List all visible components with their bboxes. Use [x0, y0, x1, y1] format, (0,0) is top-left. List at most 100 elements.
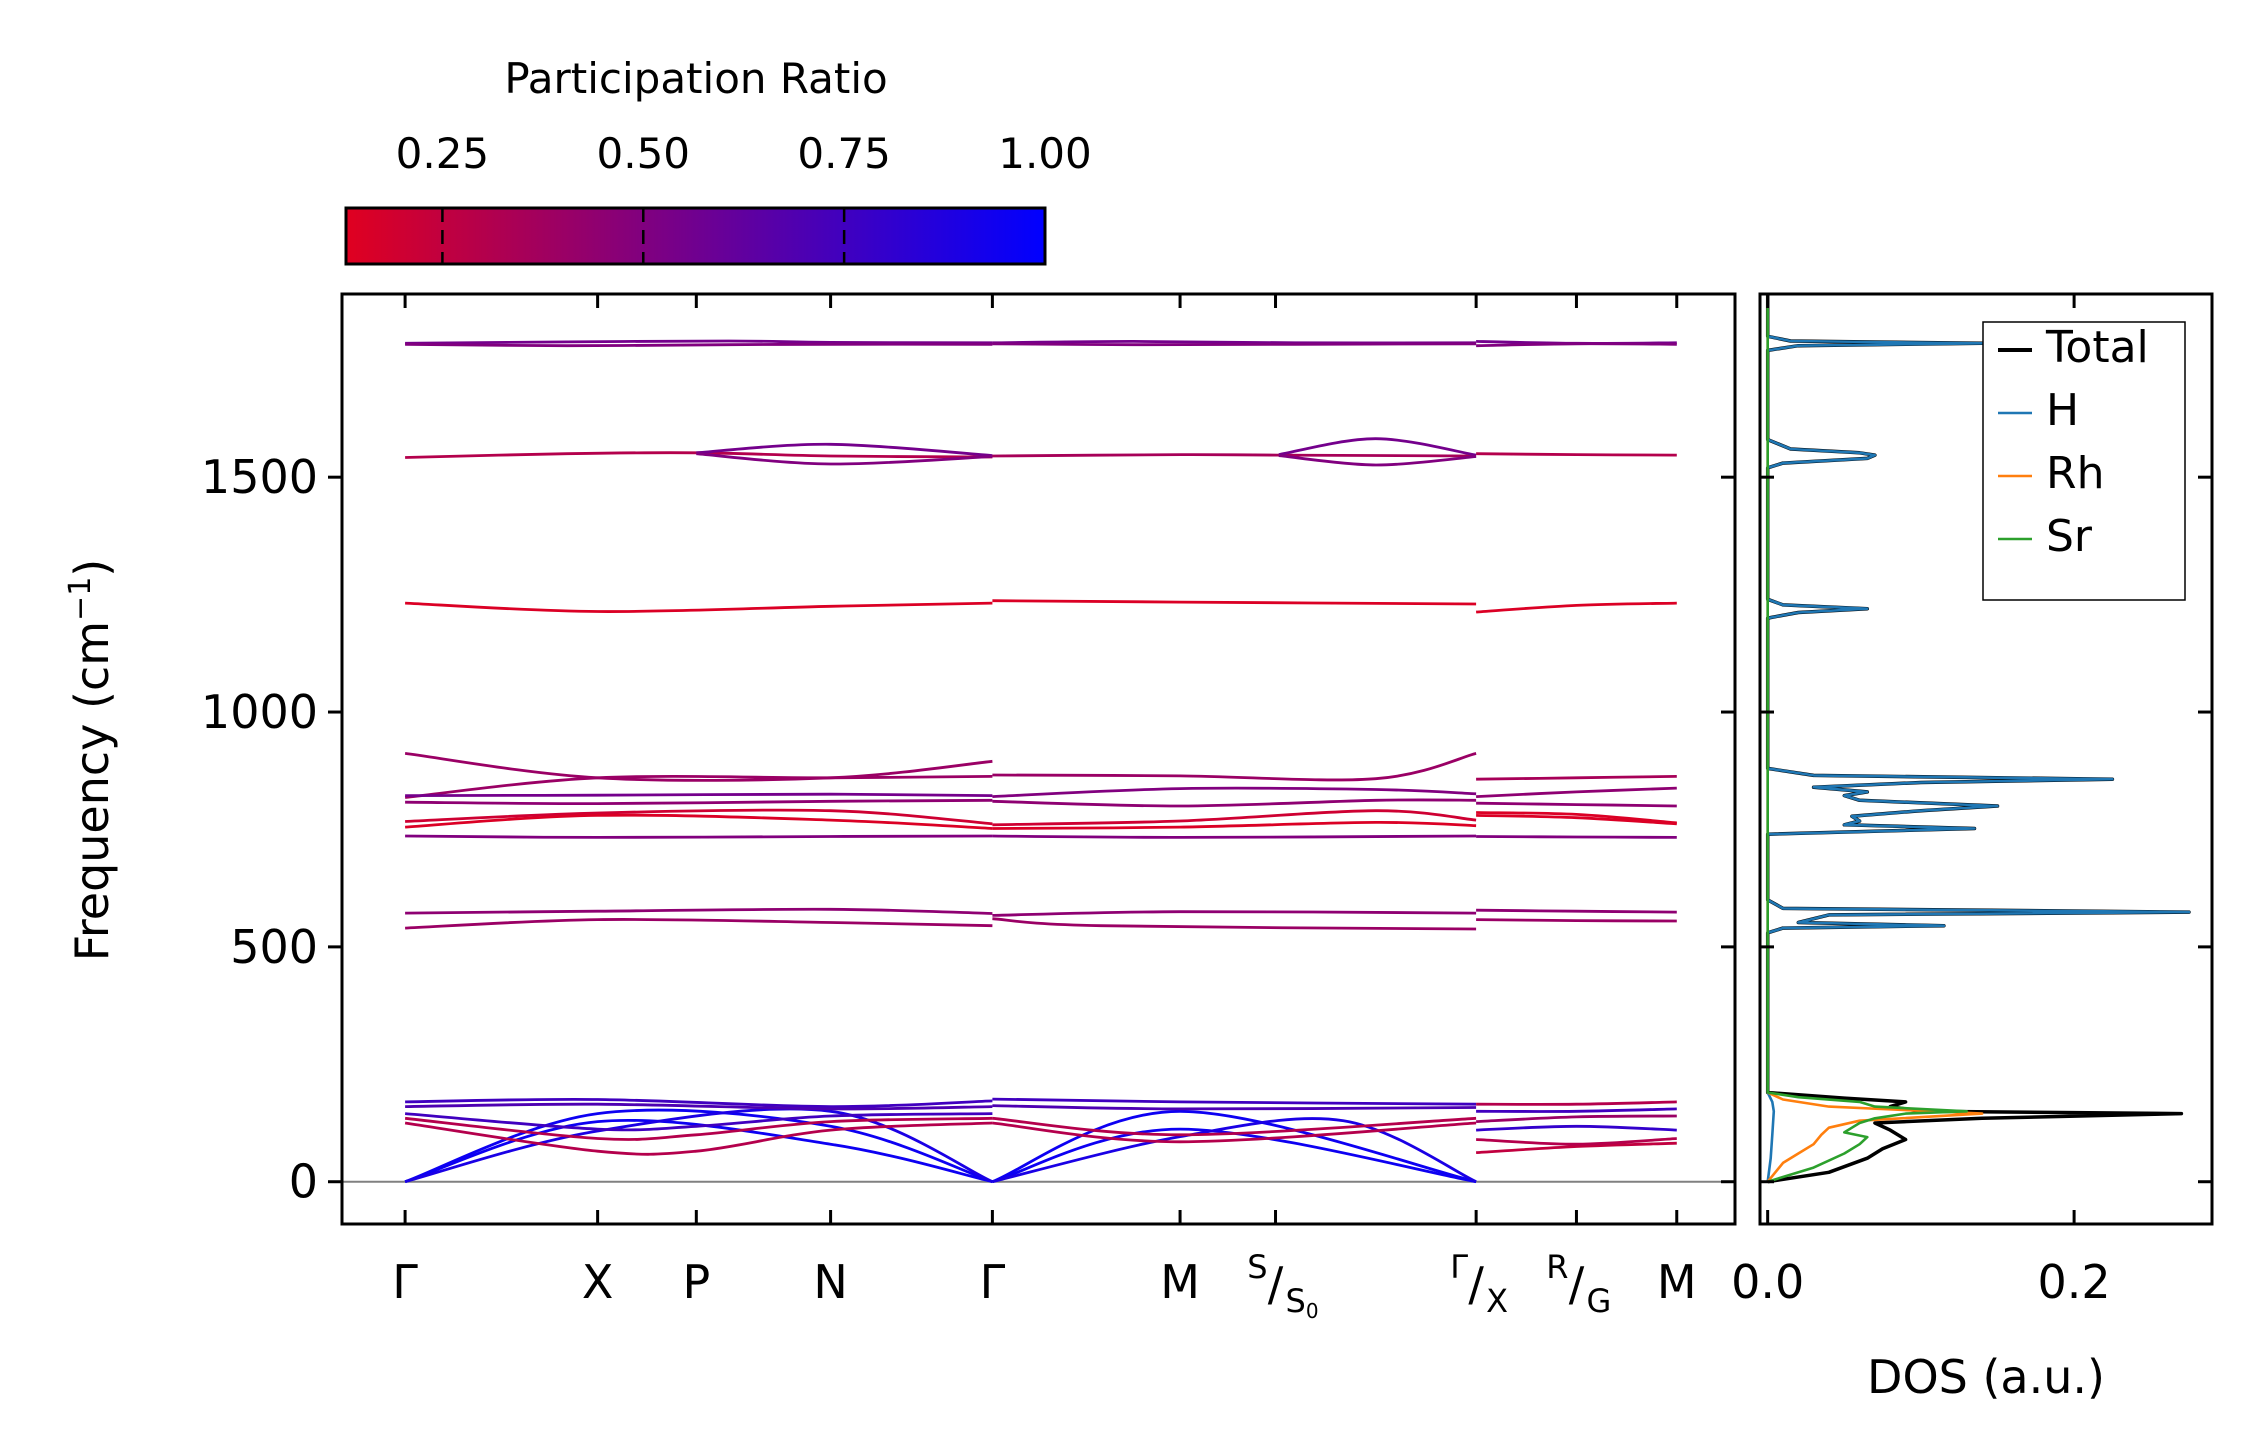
band-line-24: [992, 786, 1477, 798]
band-line-44: [404, 1121, 993, 1156]
dos-panel: 0.0 0.2 DOS (a.u.) Total H Rh Sr: [1731, 292, 2214, 1404]
band-line-25: [992, 798, 1477, 808]
band-line-20: [405, 808, 993, 826]
band-line-58: [1476, 1124, 1677, 1132]
band-line-10: [1278, 437, 1477, 457]
kpoint-label-7-slash: /: [1468, 1257, 1484, 1311]
frequency-axis-label: Frequency (cm−1): [63, 559, 119, 962]
kpoint-label-6: S / S0: [1247, 1248, 1318, 1323]
kpoint-label-9: M: [1657, 1255, 1697, 1309]
ylabel-close: ): [65, 559, 119, 577]
dos-axis: 0.0 0.2: [1731, 294, 2212, 1309]
band-line-33: [1476, 814, 1677, 826]
dos-line-rh: [1766, 294, 1984, 1183]
dos-line-sr: [1766, 294, 1969, 1183]
band-line-16: [404, 752, 993, 782]
band-line-5: [1476, 342, 1677, 348]
band-line-57: [1476, 1137, 1677, 1146]
kpoint-label-1: X: [582, 1255, 614, 1309]
band-line-7: [696, 442, 993, 457]
dos-xtick-label-0: 0.0: [1731, 1255, 1804, 1309]
band-line-51: [992, 1117, 1477, 1184]
kpoint-label-6-slash: /: [1268, 1257, 1284, 1311]
band-line-43: [404, 1107, 993, 1184]
band-line-19: [405, 798, 993, 806]
band-line-28: [992, 834, 1477, 839]
kpath-axis: Γ X P N Γ M S / S0Γ / XR / G M: [392, 294, 1697, 1323]
legend-label-h: H: [2046, 385, 2079, 436]
colorbar-tick-label-3: 1.00: [998, 129, 1092, 178]
colorbar-tick-label-1: 0.50: [597, 129, 691, 178]
band-line-27: [992, 820, 1477, 830]
band-line-60: [1476, 1107, 1677, 1113]
ytick-label-0: 0: [289, 1155, 318, 1209]
kpoint-label-7-lower: X: [1486, 1282, 1508, 1320]
band-line-17: [404, 774, 993, 799]
phonon-bands: [404, 339, 1677, 1184]
ytick-label-1500: 1500: [201, 450, 318, 504]
band-line-29: [1476, 775, 1677, 781]
legend: Total H Rh Sr: [1982, 321, 2186, 601]
band-line-55: [992, 1104, 1477, 1111]
ytick-label-500: 500: [230, 920, 318, 974]
legend-frame: [1982, 321, 2186, 601]
band-line-26: [992, 809, 1477, 827]
kpoint-label-4: Γ: [980, 1255, 1006, 1309]
kpoint-label-6-upper: S: [1247, 1248, 1267, 1286]
band-line-47: [405, 1097, 993, 1109]
band-line-54: [992, 1097, 1477, 1106]
kpoint-label-6-lower: S0: [1286, 1282, 1319, 1323]
band-plot-frame: [340, 292, 1737, 1226]
dos-xtick-label-1: 0.2: [2038, 1255, 2111, 1309]
band-line-45: [404, 1116, 993, 1141]
band-line-3: [992, 342, 1477, 347]
colorbar-gradient: [344, 206, 1047, 266]
band-line-34: [1476, 835, 1677, 839]
band-line-35: [405, 907, 993, 915]
band-line-46: [404, 1112, 993, 1132]
band-line-11: [1278, 454, 1477, 467]
band-line-14: [992, 599, 1477, 606]
kpoint-label-6-index: 0: [1306, 1299, 1319, 1323]
band-line-37: [992, 910, 1477, 917]
band-line-36: [405, 918, 993, 930]
band-line-12: [1476, 452, 1677, 457]
band-line-30: [1476, 786, 1677, 798]
kpoint-label-3: N: [813, 1255, 847, 1309]
band-line-13: [405, 601, 993, 613]
band-line-50: [992, 1127, 1477, 1184]
band-line-42: [404, 1108, 993, 1184]
ylabel-superscript: −1: [63, 577, 98, 621]
kpoint-label-2: P: [682, 1255, 710, 1309]
band-line-21: [405, 813, 993, 830]
ytick-label-1000: 1000: [201, 685, 318, 739]
band-line-9: [992, 453, 1477, 458]
band-line-32: [1476, 811, 1677, 825]
band-line-22: [405, 834, 993, 839]
kpoint-label-8: R / G: [1546, 1248, 1611, 1320]
kpoint-label-7: Γ / X: [1450, 1248, 1508, 1320]
band-line-23: [992, 752, 1477, 782]
band-line-52: [992, 1121, 1477, 1144]
dos-line-h: [1766, 294, 2191, 1182]
band-line-0: [405, 339, 993, 345]
band-line-59: [1476, 1114, 1677, 1123]
frequency-axis: 0 500 1000 1500: [201, 450, 1735, 1209]
kpoint-label-8-slash: /: [1569, 1257, 1585, 1311]
legend-label-sr: Sr: [2046, 511, 2093, 562]
band-line-40: [1476, 918, 1677, 923]
band-line-18: [405, 792, 993, 797]
colorbar-title: Participation Ratio: [504, 54, 887, 103]
band-line-56: [1476, 1141, 1677, 1154]
band-line-8: [696, 452, 993, 466]
colorbar-ticks: 0.25 0.50 0.75 1.00: [396, 129, 1092, 264]
dos-axis-label: DOS (a.u.): [1867, 1350, 2105, 1404]
dos-plot-frame: [1758, 292, 2214, 1226]
colorbar-tick-label-0: 0.25: [396, 129, 490, 178]
legend-entries: Total H Rh Sr: [1998, 322, 2149, 562]
band-line-1: [405, 342, 993, 348]
band-line-48: [405, 1102, 993, 1111]
band-line-15: [1476, 601, 1677, 614]
